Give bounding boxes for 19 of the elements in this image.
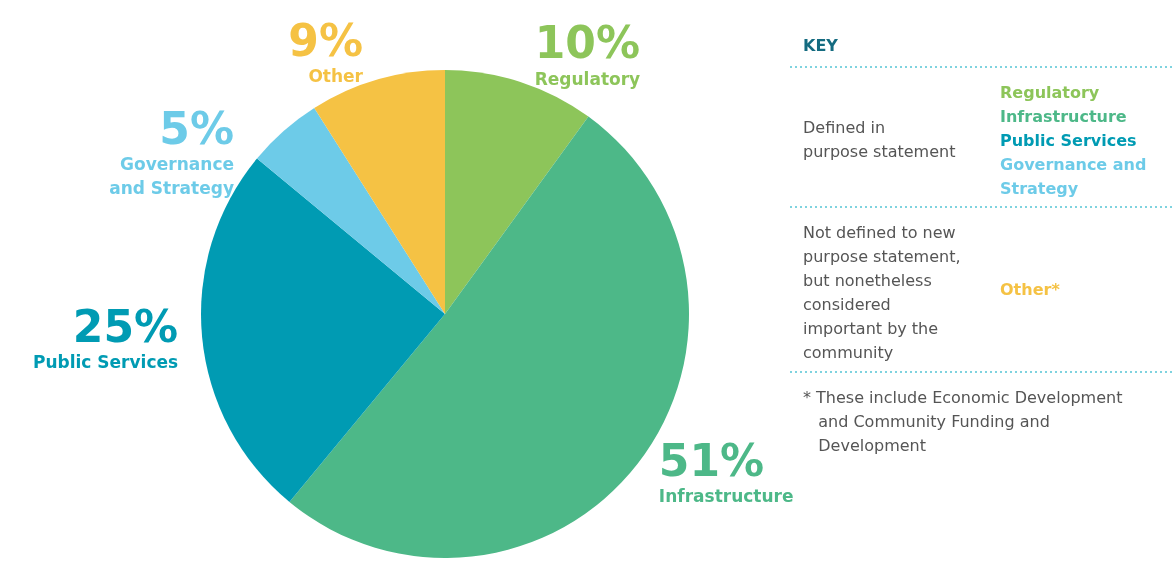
- slice-label: Infrastructure: [658, 486, 794, 507]
- text: Other*: [1000, 279, 1061, 299]
- slice-label: Public Services: [32, 352, 179, 373]
- data-label: 5%: [159, 102, 234, 154]
- text: Not defined to new purpose statement, but nonetheless considered important by the community: [803, 222, 961, 362]
- category-label: Regulatory: [1000, 82, 1100, 102]
- text: * These include Economic Development and Community Funding and Development: [803, 387, 1123, 455]
- slice-label: Governance and Strategy: [109, 154, 234, 199]
- data-label: 10%: [534, 17, 641, 69]
- data-label: 25%: [72, 300, 179, 352]
- data-label: 51%: [658, 434, 765, 486]
- text: KEY: [803, 35, 839, 55]
- text: Defined in purpose statement: [803, 117, 956, 161]
- slice-label: Other: [308, 66, 364, 87]
- category-label: Infrastructure: [1000, 106, 1127, 126]
- category-label: Public Services: [1000, 130, 1137, 150]
- slice-label: Regulatory: [534, 68, 641, 89]
- data-label: 9%: [288, 14, 364, 66]
- category-label: Governance and Strategy: [1000, 154, 1147, 198]
